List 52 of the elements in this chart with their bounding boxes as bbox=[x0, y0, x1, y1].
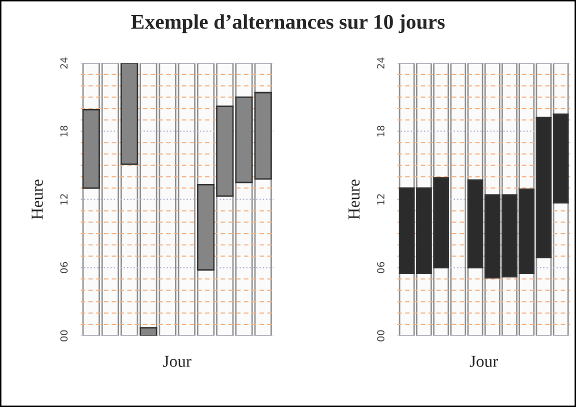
bar bbox=[398, 63, 415, 189]
bar bbox=[235, 182, 253, 336]
bar bbox=[235, 63, 253, 98]
y-tick-label: 00 bbox=[60, 330, 68, 342]
bar bbox=[82, 187, 100, 336]
bar bbox=[196, 63, 215, 186]
bar bbox=[433, 266, 450, 336]
bar bbox=[518, 63, 535, 190]
bar bbox=[450, 63, 466, 336]
bar bbox=[502, 276, 518, 336]
bar bbox=[484, 63, 500, 196]
bar bbox=[518, 272, 535, 336]
chart-title: Exemple d’alternances sur 10 jours bbox=[131, 14, 445, 34]
bar bbox=[82, 108, 100, 189]
bar bbox=[416, 63, 432, 189]
y-tick-label: 00 bbox=[377, 330, 384, 342]
bar bbox=[433, 63, 450, 179]
bar bbox=[82, 63, 100, 110]
bar bbox=[101, 63, 120, 336]
bar bbox=[254, 63, 272, 94]
bar bbox=[254, 178, 272, 336]
y-tick-label: 24 bbox=[377, 57, 384, 69]
bar bbox=[216, 63, 234, 107]
bar bbox=[552, 63, 569, 115]
bar bbox=[120, 164, 138, 336]
bar bbox=[178, 63, 196, 336]
y-axis-title: Heure bbox=[348, 180, 360, 220]
bar bbox=[467, 266, 484, 336]
bar bbox=[484, 277, 500, 336]
y-tick-label: 12 bbox=[60, 194, 68, 205]
bar bbox=[552, 202, 569, 336]
bar bbox=[158, 63, 176, 336]
bar bbox=[140, 327, 158, 336]
y-tick-label: 12 bbox=[377, 194, 384, 205]
y-axis-title: Heure bbox=[32, 180, 43, 220]
bar bbox=[502, 63, 518, 196]
y-tick-label: 06 bbox=[377, 262, 384, 274]
bar bbox=[120, 63, 138, 165]
x-axis-title: Jour bbox=[470, 356, 498, 367]
y-tick-label: 18 bbox=[60, 126, 68, 136]
x-axis-title: Jour bbox=[163, 356, 192, 367]
bar bbox=[416, 272, 432, 336]
bar bbox=[140, 63, 158, 329]
bar bbox=[467, 63, 484, 181]
bar bbox=[216, 195, 234, 336]
bar bbox=[536, 256, 552, 336]
bar bbox=[398, 272, 415, 336]
bar bbox=[536, 63, 552, 118]
y-tick-label: 18 bbox=[377, 126, 384, 136]
bar bbox=[196, 269, 215, 336]
y-tick-label: 24 bbox=[60, 57, 68, 69]
y-tick-label: 06 bbox=[60, 262, 68, 274]
